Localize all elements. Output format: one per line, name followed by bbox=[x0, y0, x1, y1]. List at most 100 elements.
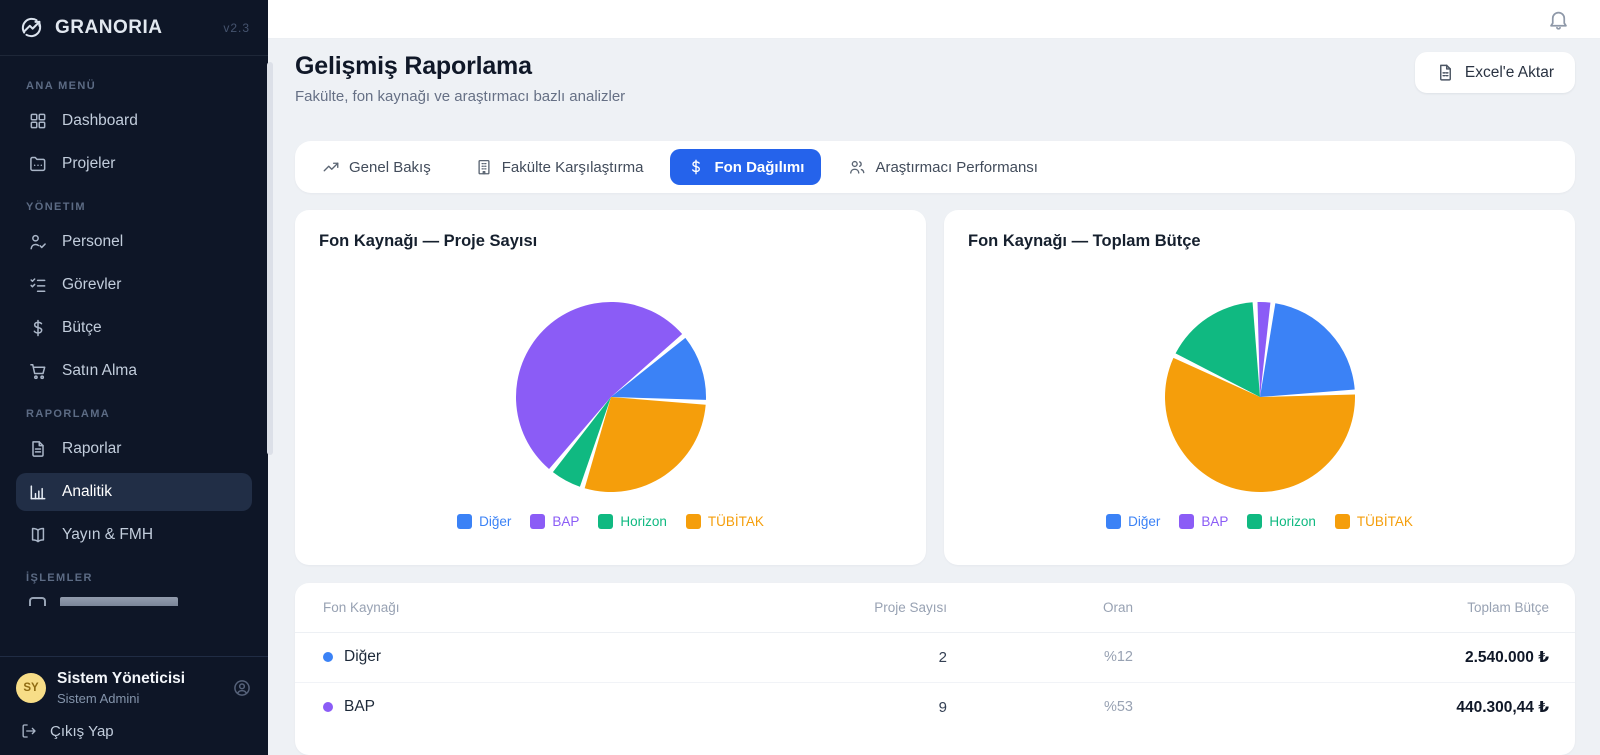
checklist-icon bbox=[30, 278, 46, 292]
logout-icon bbox=[22, 724, 36, 738]
book-open-icon bbox=[31, 527, 45, 543]
clipped-item-icon bbox=[29, 597, 46, 606]
legend-swatch bbox=[1334, 514, 1350, 529]
pie-chart-toplam-butce bbox=[1164, 301, 1355, 493]
sidebar-item-dashboard[interactable]: Dashboard bbox=[16, 102, 252, 140]
legend-item: Diğer bbox=[1106, 514, 1160, 529]
logout-button[interactable]: Çıkış Yap bbox=[16, 722, 252, 740]
dollar-icon bbox=[692, 159, 701, 175]
table-header-row: Fon Kaynağı Proje Sayısı Oran Toplam Büt… bbox=[295, 583, 1575, 633]
sidebar-item-label: Bütçe bbox=[62, 319, 102, 336]
legend-label: Diğer bbox=[1128, 514, 1161, 529]
logout-label: Çıkış Yap bbox=[50, 722, 114, 740]
section-label-ana-menu: Ana Menü bbox=[26, 80, 97, 92]
fund-share: %53 bbox=[1103, 699, 1133, 716]
pie-chart-proje-sayisi bbox=[515, 301, 706, 492]
fund-budget: 440.300,44 ₺ bbox=[1456, 698, 1549, 716]
sidebar-nav: Ana Menü Dashboard Projeler Yönetim bbox=[0, 56, 268, 755]
sidebar-item-clipped[interactable] bbox=[16, 594, 252, 632]
export-excel-button[interactable]: Excel'e Aktar bbox=[1414, 52, 1575, 93]
brand: GRANORIA v2.3 bbox=[0, 0, 268, 56]
legend-item: Horizon bbox=[1247, 514, 1316, 529]
legend-item: Diğer bbox=[457, 514, 511, 529]
sidebar-scrollbar[interactable] bbox=[267, 62, 273, 455]
sidebar-item-label: Dashboard bbox=[62, 112, 138, 129]
clipped-item-label bbox=[60, 597, 178, 606]
sidebar-item-label: Personel bbox=[62, 233, 124, 250]
user-role: Sistem Admini bbox=[57, 691, 140, 706]
tab-label: Fakülte Karşılaştırma bbox=[501, 158, 644, 176]
bar-chart-icon bbox=[30, 485, 46, 500]
legend-label: BAP bbox=[1201, 514, 1229, 529]
fund-color-dot bbox=[323, 652, 333, 662]
col-oran: Oran bbox=[947, 583, 1133, 633]
brand-name: GRANORIA bbox=[55, 16, 163, 38]
fund-count: 9 bbox=[938, 698, 947, 716]
card-title: Fon Kaynağı — Proje Sayısı bbox=[319, 232, 538, 250]
building-icon bbox=[478, 159, 490, 175]
chart-legend: Diğer BAP Horizon TÜBİTAK bbox=[319, 514, 902, 529]
col-proje-sayisi: Proje Sayısı bbox=[750, 583, 947, 633]
sidebar-item-analitik[interactable]: Analitik bbox=[16, 473, 252, 511]
sidebar-item-projeler[interactable]: Projeler bbox=[16, 145, 252, 183]
brand-version: v2.3 bbox=[223, 20, 250, 35]
table-row: Diğer 2 %12 2.540.000 ₺ bbox=[295, 632, 1575, 683]
col-toplam-butce: Toplam Bütçe bbox=[1133, 583, 1575, 633]
legend-swatch bbox=[1247, 514, 1263, 529]
export-excel-label: Excel'e Aktar bbox=[1464, 63, 1554, 81]
chart-legend: Diğer BAP Horizon TÜBİTAK bbox=[968, 514, 1551, 529]
legend-swatch bbox=[530, 514, 546, 529]
legend-label: TÜBİTAK bbox=[1356, 514, 1413, 529]
page-title: Gelişmiş Raporlama bbox=[295, 52, 532, 80]
sidebar-item-butce[interactable]: Bütçe bbox=[16, 309, 252, 347]
sidebar-item-personel[interactable]: Personel bbox=[16, 223, 252, 261]
fund-table: Fon Kaynağı Proje Sayısı Oran Toplam Büt… bbox=[295, 583, 1575, 732]
legend-label: TÜBİTAK bbox=[707, 514, 764, 529]
sidebar-item-label: Satın Alma bbox=[62, 362, 137, 379]
card-toplam-butce: Fon Kaynağı — Toplam Bütçe Diğer BAP bbox=[944, 210, 1575, 565]
sidebar-item-satin-alma[interactable]: Satın Alma bbox=[16, 352, 252, 390]
sidebar-item-label: Yayın & FMH bbox=[62, 526, 154, 543]
content: Gelişmiş Raporlama Fakülte, fon kaynağı … bbox=[268, 39, 1600, 755]
legend-swatch bbox=[457, 514, 473, 529]
tab-fon-dagilimi[interactable]: Fon Dağılımı bbox=[670, 149, 822, 185]
tab-label: Fon Dağılımı bbox=[714, 158, 805, 176]
dollar-icon bbox=[33, 319, 43, 337]
tab-genel-bakis[interactable]: Genel Bakış bbox=[305, 149, 448, 185]
granoria-logo-icon bbox=[21, 17, 42, 38]
sidebar-item-label: Analitik bbox=[62, 483, 112, 500]
user-panel: SY Sistem Yöneticisi Sistem Admini Çıkış… bbox=[0, 656, 268, 755]
legend-label: BAP bbox=[552, 514, 580, 529]
sidebar-item-label: Raporlar bbox=[62, 440, 122, 457]
legend-swatch bbox=[685, 514, 701, 529]
legend-label: Horizon bbox=[1269, 514, 1316, 529]
legend-label: Diğer bbox=[479, 514, 512, 529]
legend-swatch bbox=[1106, 514, 1122, 529]
sidebar-item-label: Görevler bbox=[62, 276, 122, 293]
folder-icon bbox=[30, 156, 46, 172]
legend-swatch bbox=[1179, 514, 1195, 529]
cart-icon bbox=[30, 364, 46, 380]
tab-arastirmaci-performansi[interactable]: Araştırmacı Performansı bbox=[831, 149, 1055, 185]
fund-name: Diğer bbox=[344, 648, 382, 665]
users-icon bbox=[850, 160, 865, 174]
notification-bell-icon[interactable] bbox=[1547, 8, 1570, 31]
legend-item: BAP bbox=[530, 514, 579, 529]
legend-item: BAP bbox=[1179, 514, 1228, 529]
user-check-icon bbox=[30, 234, 46, 250]
sidebar-item-yayin-fmh[interactable]: Yayın & FMH bbox=[16, 516, 252, 554]
sidebar-item-raporlar[interactable]: Raporlar bbox=[16, 430, 252, 468]
sidebar-item-gorevler[interactable]: Görevler bbox=[16, 266, 252, 304]
section-label-raporlama: Raporlama bbox=[26, 408, 111, 420]
user-row[interactable]: SY Sistem Yöneticisi Sistem Admini bbox=[16, 670, 252, 706]
trending-up-icon bbox=[323, 162, 339, 172]
legend-item: TÜBİTAK bbox=[685, 514, 764, 529]
fund-table-card: Fon Kaynağı Proje Sayısı Oran Toplam Büt… bbox=[295, 583, 1575, 755]
section-label-yonetim: Yönetim bbox=[26, 201, 86, 213]
tab-fakulte-karsilastirma[interactable]: Fakülte Karşılaştırma bbox=[458, 149, 661, 185]
sidebar: GRANORIA v2.3 Ana Menü Dashboard Projele… bbox=[0, 0, 268, 755]
legend-swatch bbox=[598, 514, 614, 529]
charts-row: Fon Kaynağı — Proje Sayısı Diğer BAP bbox=[295, 210, 1575, 565]
user-name: Sistem Yöneticisi bbox=[57, 670, 186, 688]
